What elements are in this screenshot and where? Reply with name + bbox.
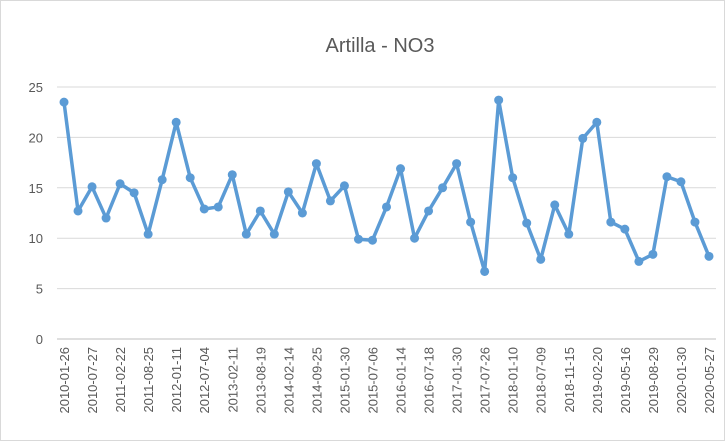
point <box>325 196 335 206</box>
point <box>382 202 391 212</box>
point <box>73 206 83 216</box>
point <box>564 229 574 239</box>
x-tick-label: 2020-01-30 <box>674 347 689 414</box>
point <box>311 159 321 169</box>
y-tick-label: 25 <box>29 80 43 95</box>
point <box>690 217 700 227</box>
point <box>367 235 377 245</box>
x-tick-label: 2011-02-22 <box>113 347 128 413</box>
point <box>59 97 69 107</box>
point <box>171 117 181 127</box>
x-tick-label: 2015-01-30 <box>337 347 352 414</box>
x-tick-label: 2018-11-15 <box>562 347 577 413</box>
x-tick-label: 2018-07-09 <box>534 347 549 414</box>
x-tick-label: 2017-07-26 <box>478 347 493 414</box>
point <box>704 251 714 261</box>
x-tick-label: 2019-08-29 <box>646 347 661 414</box>
x-tick-label: 2020-05-27 <box>702 347 717 414</box>
x-tick-label: 2016-07-18 <box>422 347 437 414</box>
point <box>522 218 532 228</box>
x-tick-label: 2013-08-19 <box>253 347 268 414</box>
point <box>199 204 209 214</box>
x-tick-label: 2015-07-06 <box>365 347 380 414</box>
point <box>353 234 363 244</box>
point <box>578 133 588 143</box>
point <box>620 224 630 234</box>
point <box>494 95 504 105</box>
point <box>129 188 139 198</box>
x-tick-label: 2014-02-14 <box>281 347 296 414</box>
point <box>185 173 195 183</box>
y-tick-label: 15 <box>29 181 43 196</box>
point <box>592 117 602 127</box>
point <box>241 229 251 239</box>
point <box>396 164 406 174</box>
x-tick-label: 2017-01-30 <box>450 347 465 414</box>
point <box>676 177 686 187</box>
x-tick-label: 2011-08-25 <box>141 347 156 413</box>
point <box>255 206 265 216</box>
y-tick-label: 10 <box>29 231 43 246</box>
x-tick-label: 2016-01-14 <box>394 347 409 414</box>
x-tick-label: 2010-07-27 <box>85 347 100 414</box>
point <box>508 173 518 183</box>
point <box>410 233 420 243</box>
point <box>452 159 462 169</box>
x-tick-label: 2012-01-11 <box>169 347 184 413</box>
point <box>115 179 125 189</box>
point <box>213 202 223 212</box>
x-tick-label: 2012-07-04 <box>197 347 212 414</box>
point <box>438 183 448 193</box>
point <box>606 217 616 227</box>
x-tick-label: 2014-09-25 <box>309 347 324 414</box>
point <box>662 172 672 182</box>
point <box>227 170 237 180</box>
point <box>143 229 153 239</box>
point <box>536 254 546 264</box>
x-tick-label: 2018-01-10 <box>506 347 521 414</box>
point <box>87 182 97 192</box>
chart-title: Artilla - NO3 <box>326 35 435 57</box>
point <box>466 217 476 227</box>
point <box>339 181 349 191</box>
point <box>648 249 658 259</box>
point <box>157 175 167 185</box>
point <box>101 213 111 223</box>
point <box>269 229 279 239</box>
y-tick-label: 0 <box>36 332 43 347</box>
x-tick-label: 2010-01-26 <box>57 347 72 414</box>
x-tick-label: 2019-05-16 <box>618 347 633 414</box>
y-tick-label: 20 <box>29 130 43 145</box>
point <box>480 266 490 276</box>
y-tick-label: 5 <box>36 282 43 297</box>
x-tick-label: 2019-02-20 <box>590 347 605 414</box>
point <box>297 208 307 218</box>
point <box>634 256 644 266</box>
x-tick-label: 2013-02-11 <box>225 347 240 413</box>
point <box>424 206 434 216</box>
point <box>283 187 293 197</box>
point <box>550 200 560 210</box>
